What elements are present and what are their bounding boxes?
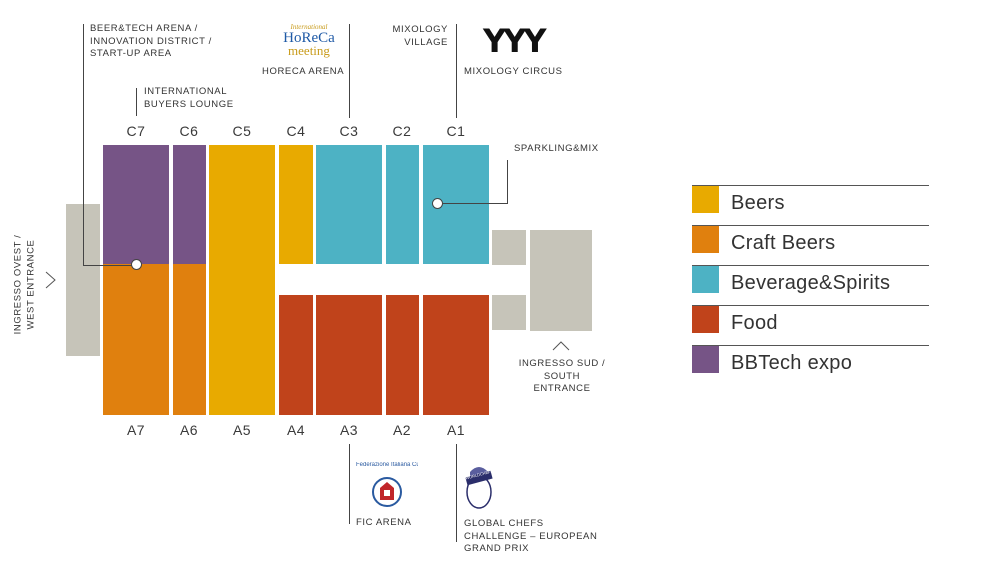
leader-beer-tech	[83, 24, 84, 266]
legend-item-bbtech: BBTech expo	[692, 345, 929, 386]
leader-buyers-lounge	[136, 88, 137, 116]
caption-fic-arena: FIC ARENA	[356, 517, 412, 528]
hall-a7[interactable]	[103, 264, 169, 415]
hall-c3[interactable]	[316, 145, 382, 264]
worldchefs-emblem-icon	[465, 467, 493, 509]
hall-a6[interactable]	[173, 264, 206, 415]
caption-buyers-lounge: INTERNATIONAL BUYERS LOUNGE	[144, 86, 234, 110]
hall-label-c3: C3	[339, 123, 359, 139]
caption-horeca-arena: HORECA ARENA	[262, 66, 345, 77]
legend-item-beverage-spirits: Beverage&Spirits	[692, 265, 929, 306]
connector-block-bottom	[492, 295, 526, 330]
legend-label-craft-beers: Craft Beers	[731, 232, 836, 254]
legend-swatch-food	[692, 306, 719, 333]
hall-label-c5: C5	[232, 123, 252, 139]
fic-emblem-icon	[372, 477, 402, 507]
leader-horeca	[349, 24, 350, 118]
connector-block-top	[492, 230, 526, 265]
legend-label-beverage-spirits: Beverage&Spirits	[731, 272, 891, 294]
leader-mixology	[456, 24, 457, 118]
legend-label-bbtech: BBTech expo	[731, 352, 853, 374]
horeca-logo-line3: meeting	[288, 43, 330, 58]
mixology-circus-logo: YYY	[483, 22, 547, 60]
hall-c7[interactable]	[103, 145, 169, 264]
hall-label-a3: A3	[339, 422, 359, 438]
leader-sparkling-h	[442, 203, 508, 204]
worldchefs-logo: WORLDCHEFS	[462, 458, 496, 510]
marker-sparkling[interactable]	[432, 198, 443, 209]
legend-item-food: Food	[692, 305, 929, 346]
legend-label-food: Food	[731, 312, 778, 334]
hall-c5-a5[interactable]	[209, 145, 275, 415]
legend-swatch-beers	[692, 186, 719, 213]
caption-mixology-village: MIXOLOGY VILLAGE	[392, 24, 448, 48]
hall-label-c2: C2	[392, 123, 412, 139]
leader-beer-tech-h	[83, 265, 133, 266]
west-entrance-arrow-icon	[45, 271, 56, 289]
marker-beer-tech[interactable]	[131, 259, 142, 270]
legend-swatch-beverage-spirits	[692, 266, 719, 293]
caption-south-entrance: INGRESSO SUD / SOUTH ENTRANCE	[518, 358, 606, 394]
legend-swatch-bbtech	[692, 346, 719, 373]
hall-a2[interactable]	[386, 295, 419, 415]
hall-label-a1: A1	[446, 422, 466, 438]
hall-label-a7: A7	[126, 422, 146, 438]
leader-sparkling	[507, 160, 508, 204]
caption-west-entrance: INGRESSO OVEST / WEST ENTRANCE	[12, 234, 37, 335]
caption-sparkling-mix: SPARKLING&MIX	[514, 143, 599, 154]
south-entrance-arrow-icon	[552, 341, 570, 351]
legend-swatch-craft-beers	[692, 226, 719, 253]
caption-beer-tech: BEER&TECH ARENA / INNOVATION DISTRICT / …	[90, 23, 212, 59]
hall-label-a6: A6	[179, 422, 199, 438]
leader-fic	[349, 444, 350, 524]
horeca-meeting-logo: International HoReCa meeting	[276, 24, 342, 60]
fic-logo-text: Federazione Italiana Cuochi	[356, 462, 418, 468]
hall-a3[interactable]	[316, 295, 382, 415]
hall-c4[interactable]	[279, 145, 313, 264]
hall-label-a5: A5	[232, 422, 252, 438]
fic-logo: Federazione Italiana Cuochi	[356, 462, 418, 510]
hall-label-c7: C7	[126, 123, 146, 139]
hall-c6[interactable]	[173, 145, 206, 264]
hall-label-c4: C4	[286, 123, 306, 139]
hall-label-c6: C6	[179, 123, 199, 139]
south-entrance-block	[530, 230, 592, 331]
hall-label-a4: A4	[286, 422, 306, 438]
caption-mixology-circus: MIXOLOGY CIRCUS	[464, 66, 563, 77]
hall-label-c1: C1	[446, 123, 466, 139]
hall-c2[interactable]	[386, 145, 419, 264]
legend-item-craft-beers: Craft Beers	[692, 225, 929, 266]
legend-label-beers: Beers	[731, 192, 785, 214]
legend-item-beers: Beers	[692, 185, 929, 226]
leader-chefs	[456, 444, 457, 542]
hall-label-a2: A2	[392, 422, 412, 438]
horeca-logo-line2: HoReCa	[283, 30, 335, 46]
caption-chefs-challenge: GLOBAL CHEFS CHALLENGE – EUROPEAN GRAND …	[464, 518, 598, 554]
horeca-logo-line1: International	[290, 23, 328, 31]
hall-a1[interactable]	[423, 295, 489, 415]
hall-a4[interactable]	[279, 295, 313, 415]
